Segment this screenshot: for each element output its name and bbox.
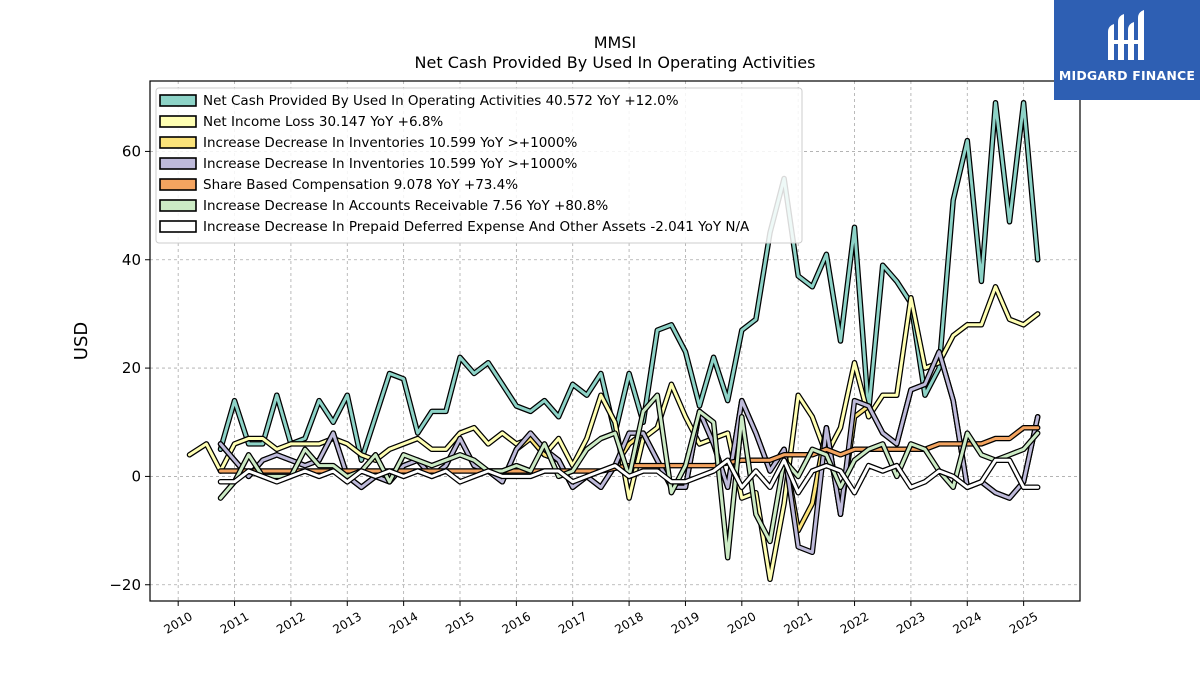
legend-swatch <box>159 220 197 233</box>
x-tick-label: 2023 <box>894 609 927 636</box>
x-tick-label: 2020 <box>725 609 758 636</box>
x-tick-label: 2018 <box>612 609 645 636</box>
legend-label: Increase Decrease In Inventories 10.599 … <box>203 135 577 151</box>
legend-label: Increase Decrease In Inventories 10.599 … <box>203 156 577 172</box>
x-tick-label: 2025 <box>1007 609 1040 636</box>
y-tick-label: 40 <box>122 251 141 269</box>
legend-label: Net Cash Provided By Used In Operating A… <box>203 93 679 109</box>
legend-box <box>155 87 803 244</box>
x-tick-label: 2024 <box>951 609 984 636</box>
y-tick-label: −20 <box>109 576 141 594</box>
midgard-finance-logo: MIDGARD FINANCE <box>1054 0 1200 100</box>
plot-series <box>186 99 1041 583</box>
x-tick-label: 2013 <box>331 609 364 636</box>
x-tick-label: 2015 <box>443 609 476 636</box>
series-line-stroke <box>219 350 1040 554</box>
y-tick-label: 60 <box>122 142 141 160</box>
y-tick-label: 20 <box>122 359 141 377</box>
x-tick-label: 2011 <box>218 609 251 636</box>
x-tick-label: 2022 <box>838 609 871 636</box>
y-tick-label: 0 <box>131 467 141 485</box>
legend-swatch <box>159 199 197 212</box>
series-line-stroke <box>219 101 1040 462</box>
legend-swatch <box>159 136 197 149</box>
chart-title: MMSI <box>594 33 636 52</box>
x-tick-label: 2019 <box>669 609 702 636</box>
legend-label: Net Income Loss 30.147 YoY +6.8% <box>203 114 443 130</box>
x-tick-label: 2017 <box>556 609 589 636</box>
x-tick-label: 2010 <box>161 609 194 636</box>
legend-label: Increase Decrease In Accounts Receivable… <box>203 198 608 214</box>
logo-mark-icon <box>1108 10 1144 60</box>
legend: Net Cash Provided By Used In Operating A… <box>155 87 803 244</box>
x-tick-label: 2016 <box>500 609 533 636</box>
x-tick-label: 2012 <box>274 609 307 636</box>
legend-swatch <box>159 115 197 128</box>
legend-swatch <box>159 157 197 170</box>
series-line-6 <box>217 457 1041 496</box>
chart-subtitle: Net Cash Provided By Used In Operating A… <box>415 53 816 72</box>
y-axis-label: USD <box>71 322 92 360</box>
x-tick-label: 2021 <box>781 609 814 636</box>
series-line-stroke <box>219 458 1040 495</box>
x-tick-label: 2014 <box>387 609 420 636</box>
logo-text: MIDGARD FINANCE <box>1058 68 1196 83</box>
legend-label: Share Based Compensation 9.078 YoY +73.4… <box>203 177 518 193</box>
legend-swatch <box>159 178 197 191</box>
legend-label: Increase Decrease In Prepaid Deferred Ex… <box>203 219 750 235</box>
series-line-0 <box>217 99 1041 463</box>
legend-swatch <box>159 94 197 107</box>
plot-frame <box>149 80 1081 602</box>
series-line-3 <box>217 349 1041 556</box>
